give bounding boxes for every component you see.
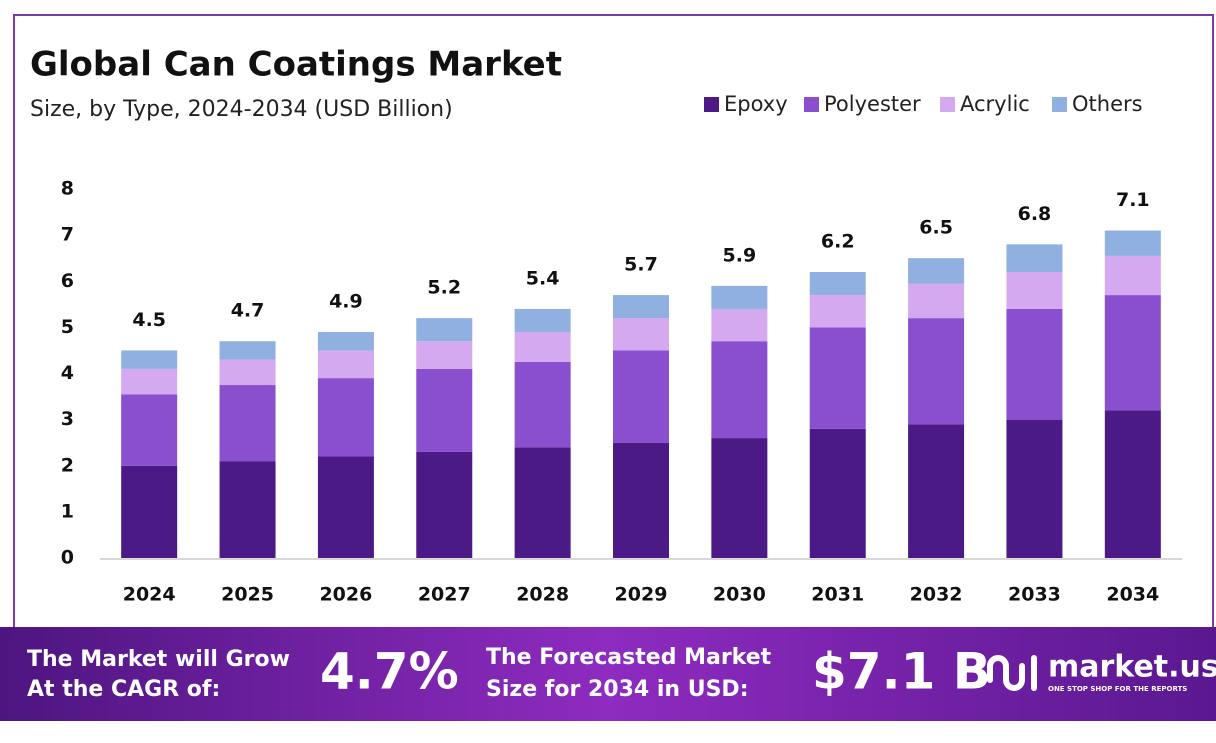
- bar-segment: [416, 451, 473, 558]
- bar-segment: [1104, 255, 1161, 296]
- bar-segment: [908, 283, 965, 319]
- x-tick-label: 2024: [123, 584, 176, 606]
- x-tick-label: 2026: [319, 584, 372, 606]
- bar-segment: [121, 368, 178, 395]
- total-label: 6.2: [821, 231, 855, 253]
- bar-segment: [1104, 230, 1161, 256]
- bar-segment: [711, 438, 768, 558]
- legend-label: Polyester: [824, 92, 921, 116]
- total-label: 5.9: [723, 244, 757, 266]
- bar-segment: [219, 385, 276, 462]
- legend-swatch: [704, 97, 719, 112]
- y-tick-label: 5: [61, 316, 74, 338]
- bar-segment: [219, 359, 276, 386]
- bar-segment: [317, 350, 374, 379]
- bar-segment: [711, 341, 768, 439]
- forecast-value: $7.1 B: [812, 643, 991, 701]
- legend-label: Epoxy: [724, 92, 788, 116]
- x-tick-label: 2029: [615, 584, 668, 606]
- bar-segment: [711, 285, 768, 309]
- bar-segment: [1006, 244, 1063, 273]
- bar-segment: [121, 350, 178, 369]
- x-tick-label: 2030: [713, 584, 766, 606]
- y-tick-label: 7: [61, 224, 74, 246]
- y-tick-label: 8: [61, 178, 74, 200]
- bar-segment: [416, 341, 473, 369]
- total-label: 4.9: [329, 290, 363, 312]
- footer: The Market will Grow At the CAGR of: 4.7…: [27, 643, 1216, 703]
- y-tick-label: 2: [61, 454, 74, 476]
- bar-segment: [613, 442, 669, 558]
- bar-segment: [809, 327, 866, 429]
- legend-label: Others: [1072, 92, 1143, 116]
- bar-segment: [613, 295, 669, 319]
- cagr-value: 4.7%: [320, 643, 459, 701]
- total-label: 4.5: [132, 309, 166, 331]
- x-tick-label: 2025: [221, 584, 274, 606]
- total-label: 4.7: [231, 300, 265, 322]
- bar-segment: [317, 331, 374, 351]
- brand: market.us: [1048, 650, 1216, 685]
- bar-segment: [514, 331, 571, 362]
- legend-swatch: [1052, 97, 1067, 112]
- chart-title: Global Can Coatings Market: [30, 45, 562, 85]
- total-label: 5.4: [526, 267, 560, 289]
- x-tick-label: 2034: [1106, 584, 1159, 606]
- total-label: 5.7: [624, 254, 658, 276]
- total-label: 6.5: [919, 217, 953, 239]
- x-tick-label: 2031: [811, 584, 864, 606]
- cagr-label: At the CAGR of:: [27, 677, 220, 702]
- bar-segment: [613, 318, 669, 351]
- bar-segment: [613, 350, 669, 443]
- bar-segment: [908, 424, 965, 558]
- legend-swatch: [804, 97, 819, 112]
- bar-segment: [1104, 410, 1161, 558]
- total-label: 6.8: [1018, 203, 1052, 225]
- tagline: ONE STOP SHOP FOR THE REPORTS: [1048, 685, 1187, 693]
- logo-icon: [987, 655, 1037, 691]
- x-tick-label: 2027: [418, 584, 471, 606]
- x-tick-label: 2028: [516, 584, 569, 606]
- bar-segment: [514, 308, 571, 332]
- bar-segment: [1006, 419, 1063, 558]
- bar-segment: [908, 258, 965, 284]
- bar-segment: [219, 341, 276, 360]
- cagr-label: The Market will Grow: [27, 647, 290, 672]
- bar-segment: [317, 378, 374, 457]
- legend-label: Acrylic: [960, 92, 1030, 116]
- bar-segment: [1104, 295, 1161, 411]
- total-label: 7.1: [1116, 189, 1150, 211]
- bar-segment: [711, 308, 768, 342]
- footer-band: [0, 627, 1216, 721]
- chart-subtitle: Size, by Type, 2024-2034 (USD Billion): [30, 97, 453, 122]
- bar-segment: [809, 428, 866, 558]
- bar-segment: [514, 361, 571, 448]
- bar-segment: [219, 461, 276, 558]
- legend-swatch: [940, 97, 955, 112]
- bar-segment: [1006, 308, 1063, 420]
- y-tick-label: 1: [61, 500, 74, 522]
- forecast-label: Size for 2034 in USD:: [486, 677, 749, 702]
- bar-segment: [809, 295, 866, 328]
- bar-segment: [416, 318, 473, 342]
- y-tick-label: 4: [61, 362, 74, 384]
- x-tick-label: 2033: [1008, 584, 1061, 606]
- bar-segment: [908, 318, 965, 425]
- forecast-label: The Forecasted Market: [486, 645, 772, 670]
- bar-segment: [121, 465, 178, 558]
- bar-segment: [809, 272, 866, 296]
- bar-segment: [514, 447, 571, 558]
- bar-segment: [317, 456, 374, 558]
- bar-segment: [1006, 272, 1063, 309]
- x-tick-label: 2032: [910, 584, 963, 606]
- bar-segment: [416, 368, 473, 452]
- total-label: 5.2: [427, 277, 461, 299]
- y-tick-label: 0: [61, 547, 74, 569]
- bar-segment: [121, 394, 178, 466]
- y-tick-label: 6: [61, 270, 74, 292]
- y-tick-label: 3: [61, 408, 74, 430]
